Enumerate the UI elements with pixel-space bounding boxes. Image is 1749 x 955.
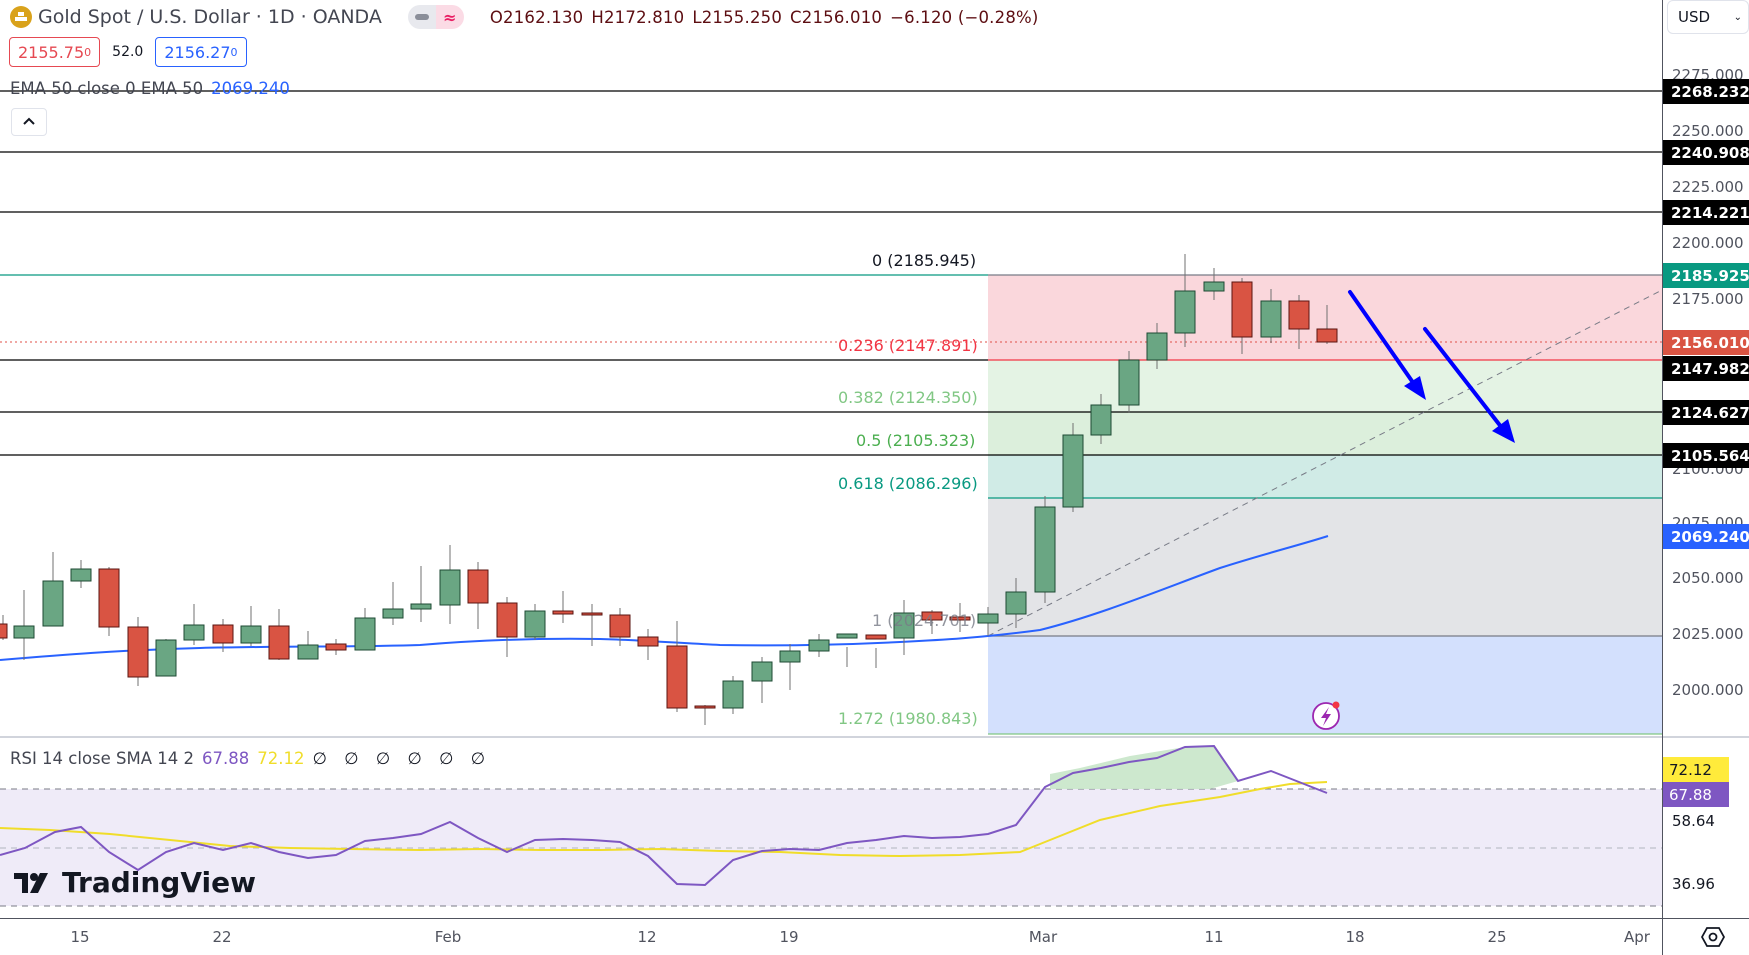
time-label: Apr — [1624, 928, 1650, 946]
ohlc-change: −6.120 (−0.28%) — [890, 7, 1039, 27]
fib-zone-0236-0382 — [988, 360, 1662, 412]
fib-label-0618: 0.618 (2086.296) — [838, 474, 978, 493]
ohlc-open: O2162.130 — [489, 7, 584, 27]
time-label: 12 — [637, 928, 657, 946]
time-label: Mar — [1028, 928, 1058, 946]
fib-zone-0382-05 — [988, 412, 1662, 455]
ohlc-close: C2156.010 — [790, 7, 883, 27]
time-label: Feb — [434, 928, 462, 946]
fib-label-0: 0 (2185.945) — [872, 251, 977, 270]
market-closed-icon — [407, 5, 436, 29]
price-tick: 2200.000 — [1672, 234, 1744, 252]
price-tick: 2000.000 — [1672, 681, 1744, 699]
symbol-legend: Gold Spot / U.S. Dollar · 1D · OANDA ≈ O… — [10, 4, 1047, 30]
price-tick: 2025.000 — [1672, 625, 1744, 643]
level-tag-2147[interactable]: 2147.982 — [1663, 356, 1749, 381]
ask-price-fraction: 0 — [230, 45, 238, 59]
level-tag-2240[interactable]: 2240.908 — [1663, 140, 1749, 165]
time-label: 25 — [1487, 928, 1507, 946]
tradingview-logo[interactable]: TradingView — [14, 866, 256, 899]
time-label: 18 — [1345, 928, 1365, 946]
last-price-tag[interactable]: 2156.010 — [1663, 330, 1749, 355]
fib-label-05: 0.5 (2105.323) — [856, 431, 976, 450]
level-tag-2105[interactable]: 2105.564 — [1663, 443, 1749, 468]
fib-label-1272: 1.272 (1980.843) — [838, 709, 978, 728]
rsi-tick: 36.96 — [1672, 875, 1715, 893]
price-tick: 2050.000 — [1672, 569, 1744, 587]
bid-price-fraction: 0 — [84, 45, 92, 59]
currency-select[interactable]: USD ⌄ — [1667, 0, 1749, 34]
fib-trendline[interactable] — [987, 289, 1662, 637]
ema50-line[interactable] — [0, 535, 1329, 661]
level-tag-2214[interactable]: 2214.221 — [1663, 200, 1749, 225]
ohlc-low: L2155.250 — [692, 7, 783, 27]
fib-label-0382: 0.382 (2124.350) — [838, 388, 978, 407]
ask-price: 2156.27 — [164, 42, 231, 62]
symbol-title[interactable]: Gold Spot / U.S. Dollar · 1D · OANDA — [38, 6, 382, 28]
ema-price-tag[interactable]: 2069.240 — [1663, 524, 1749, 549]
rsi-value-tag: 67.88 — [1663, 782, 1729, 807]
price-chart-canvas[interactable] — [0, 0, 1662, 918]
fib-label-1: 1 (2024.701) — [872, 611, 977, 630]
chevron-down-icon: ⌄ — [1733, 11, 1742, 23]
rsi-sma-tag: 72.12 — [1663, 757, 1729, 782]
market-status-pill[interactable]: ≈ — [407, 5, 464, 29]
projection-arrows[interactable] — [1348, 290, 1515, 443]
rsi-sma-value: 72.12 — [257, 749, 305, 768]
gold-symbol-icon — [10, 6, 32, 28]
collapse-legend-button[interactable] — [11, 108, 47, 136]
fib-zone-05-0618 — [988, 455, 1662, 498]
tradingview-mark-icon — [14, 872, 48, 893]
chart-settings-button[interactable] — [1700, 924, 1726, 950]
bid-price: 2155.75 — [18, 42, 85, 62]
settings-hexagon-icon — [1701, 927, 1725, 947]
fib-label-0236: 0.236 (2147.891) — [838, 336, 978, 355]
time-label: 19 — [779, 928, 799, 946]
alert-lightning-icon[interactable] — [1312, 701, 1340, 730]
candles — [0, 254, 1338, 725]
rsi-null-values: ∅ ∅ ∅ ∅ ∅ ∅ — [312, 749, 491, 768]
fib0-price-tag[interactable]: 2185.925 — [1663, 263, 1749, 288]
ema-legend[interactable]: EMA 50 close 0 EMA 50 2069.240 — [10, 79, 290, 98]
time-label: 11 — [1204, 928, 1224, 946]
time-axis[interactable] — [0, 918, 1662, 955]
ohlc-high: H2172.810 — [591, 7, 685, 27]
fib-zone-0-0236 — [988, 275, 1662, 360]
rsi-value: 67.88 — [202, 749, 250, 768]
price-tick: 2175.000 — [1672, 290, 1744, 308]
buy-button[interactable]: 2156.27 0 — [155, 37, 247, 67]
time-label: 15 — [70, 928, 90, 946]
price-tick: 2250.000 — [1672, 122, 1744, 140]
time-label: 22 — [212, 928, 232, 946]
ema-legend-label: EMA 50 close 0 EMA 50 — [10, 79, 204, 98]
chevron-up-icon — [23, 117, 35, 125]
rsi-tick: 58.64 — [1672, 812, 1715, 830]
sell-button[interactable]: 2155.75 0 — [9, 37, 101, 67]
level-tag-2124[interactable]: 2124.627 — [1663, 400, 1749, 425]
price-tick: 2225.000 — [1672, 178, 1744, 196]
level-tag-2268[interactable]: 2268.232 — [1663, 79, 1749, 104]
bid-ask-panel: 2155.75 0 52.0 2156.27 0 — [9, 37, 247, 67]
spread-value: 52.0 — [112, 44, 144, 60]
ema-legend-value: 2069.240 — [211, 79, 290, 98]
ohlc-values: O2162.130 H2172.810 L2155.250 C2156.010 −6.1… — [490, 8, 1047, 27]
axis-corner-divider — [1662, 918, 1749, 919]
data-delayed-icon: ≈ — [435, 5, 464, 29]
tradingview-logo-text: TradingView — [62, 866, 256, 899]
pane-divider[interactable] — [1663, 736, 1749, 738]
rsi-legend[interactable]: RSI 14 close SMA 14 2 67.88 72.12 ∅ ∅ ∅ ∅ ∅… — [10, 749, 491, 768]
currency-select-value: USD — [1678, 8, 1711, 26]
rsi-legend-label: RSI 14 close SMA 14 2 — [10, 749, 195, 768]
